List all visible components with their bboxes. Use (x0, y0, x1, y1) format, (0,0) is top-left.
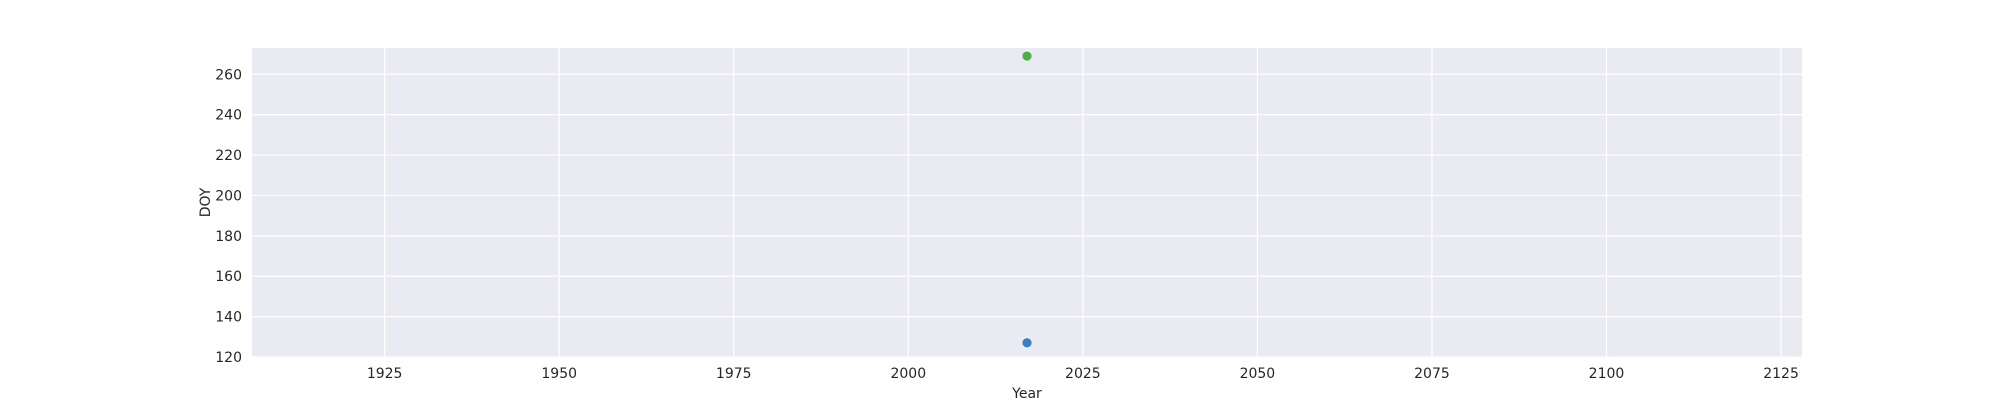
y-tick-label: 240 (215, 108, 242, 124)
y-tick-labels: 120 140 160 180 200 220 240 260 (215, 67, 242, 366)
data-points (1021, 50, 1033, 349)
x-tick-label: 2100 (1589, 366, 1625, 382)
y-tick-label: 120 (215, 350, 242, 366)
x-tick-labels: 1925 1950 1975 2000 2025 2050 2075 2100 2125 (367, 366, 1799, 382)
y-tick-label: 260 (215, 67, 242, 83)
y-tick-label: 220 (215, 148, 242, 164)
x-tick-label: 1925 (367, 366, 403, 382)
plot-area (252, 48, 1802, 357)
x-tick-label: 2000 (890, 366, 926, 382)
y-tick-label: 200 (215, 188, 242, 204)
grid-lines (252, 48, 1802, 358)
y-tick-label: 180 (215, 229, 242, 245)
y-tick-label: 160 (215, 269, 242, 285)
x-tick-label: 2125 (1763, 366, 1799, 382)
x-axis-label: Year (1011, 386, 1042, 400)
y-axis-label: DOY (198, 187, 214, 217)
data-point (1021, 337, 1033, 349)
x-tick-label: 2025 (1065, 366, 1101, 382)
x-tick-label: 1950 (541, 366, 577, 382)
x-tick-label: 1975 (716, 366, 752, 382)
x-tick-label: 2075 (1414, 366, 1450, 382)
y-tick-label: 140 (215, 310, 242, 326)
x-tick-label: 2050 (1240, 366, 1276, 382)
data-point (1021, 50, 1033, 62)
